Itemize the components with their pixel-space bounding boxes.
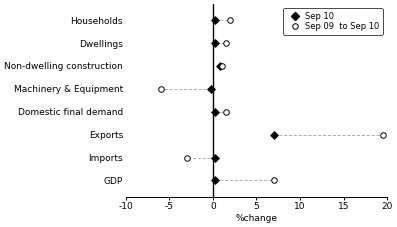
Legend: Sep 10, Sep 09  to Sep 10: Sep 10, Sep 09 to Sep 10 [283, 8, 383, 35]
X-axis label: %change: %change [235, 214, 278, 223]
